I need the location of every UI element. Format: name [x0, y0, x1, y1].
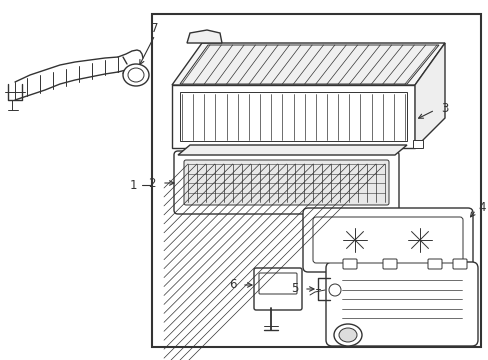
Polygon shape — [186, 30, 222, 43]
FancyBboxPatch shape — [303, 208, 472, 272]
Text: 5: 5 — [291, 283, 298, 296]
Ellipse shape — [128, 68, 143, 82]
Polygon shape — [178, 145, 406, 155]
Polygon shape — [180, 45, 438, 84]
Ellipse shape — [338, 328, 356, 342]
FancyBboxPatch shape — [253, 268, 302, 310]
Bar — [172, 85, 414, 148]
Text: 6: 6 — [229, 279, 237, 292]
Ellipse shape — [123, 64, 149, 86]
FancyBboxPatch shape — [452, 259, 466, 269]
Bar — [180, 92, 406, 141]
Text: 3: 3 — [440, 102, 447, 114]
Ellipse shape — [328, 284, 340, 296]
FancyBboxPatch shape — [382, 259, 396, 269]
Text: 4: 4 — [477, 201, 485, 213]
FancyBboxPatch shape — [259, 273, 296, 294]
FancyBboxPatch shape — [325, 262, 477, 346]
FancyBboxPatch shape — [312, 217, 462, 263]
FancyBboxPatch shape — [183, 160, 388, 205]
Text: 7: 7 — [151, 22, 159, 35]
FancyBboxPatch shape — [174, 151, 398, 214]
FancyBboxPatch shape — [427, 259, 441, 269]
Polygon shape — [414, 43, 444, 148]
Bar — [412, 140, 422, 148]
Ellipse shape — [333, 324, 361, 346]
Bar — [152, 14, 480, 347]
Text: 1: 1 — [129, 179, 137, 192]
FancyBboxPatch shape — [342, 259, 356, 269]
Polygon shape — [172, 43, 444, 85]
Text: 2: 2 — [148, 176, 156, 189]
